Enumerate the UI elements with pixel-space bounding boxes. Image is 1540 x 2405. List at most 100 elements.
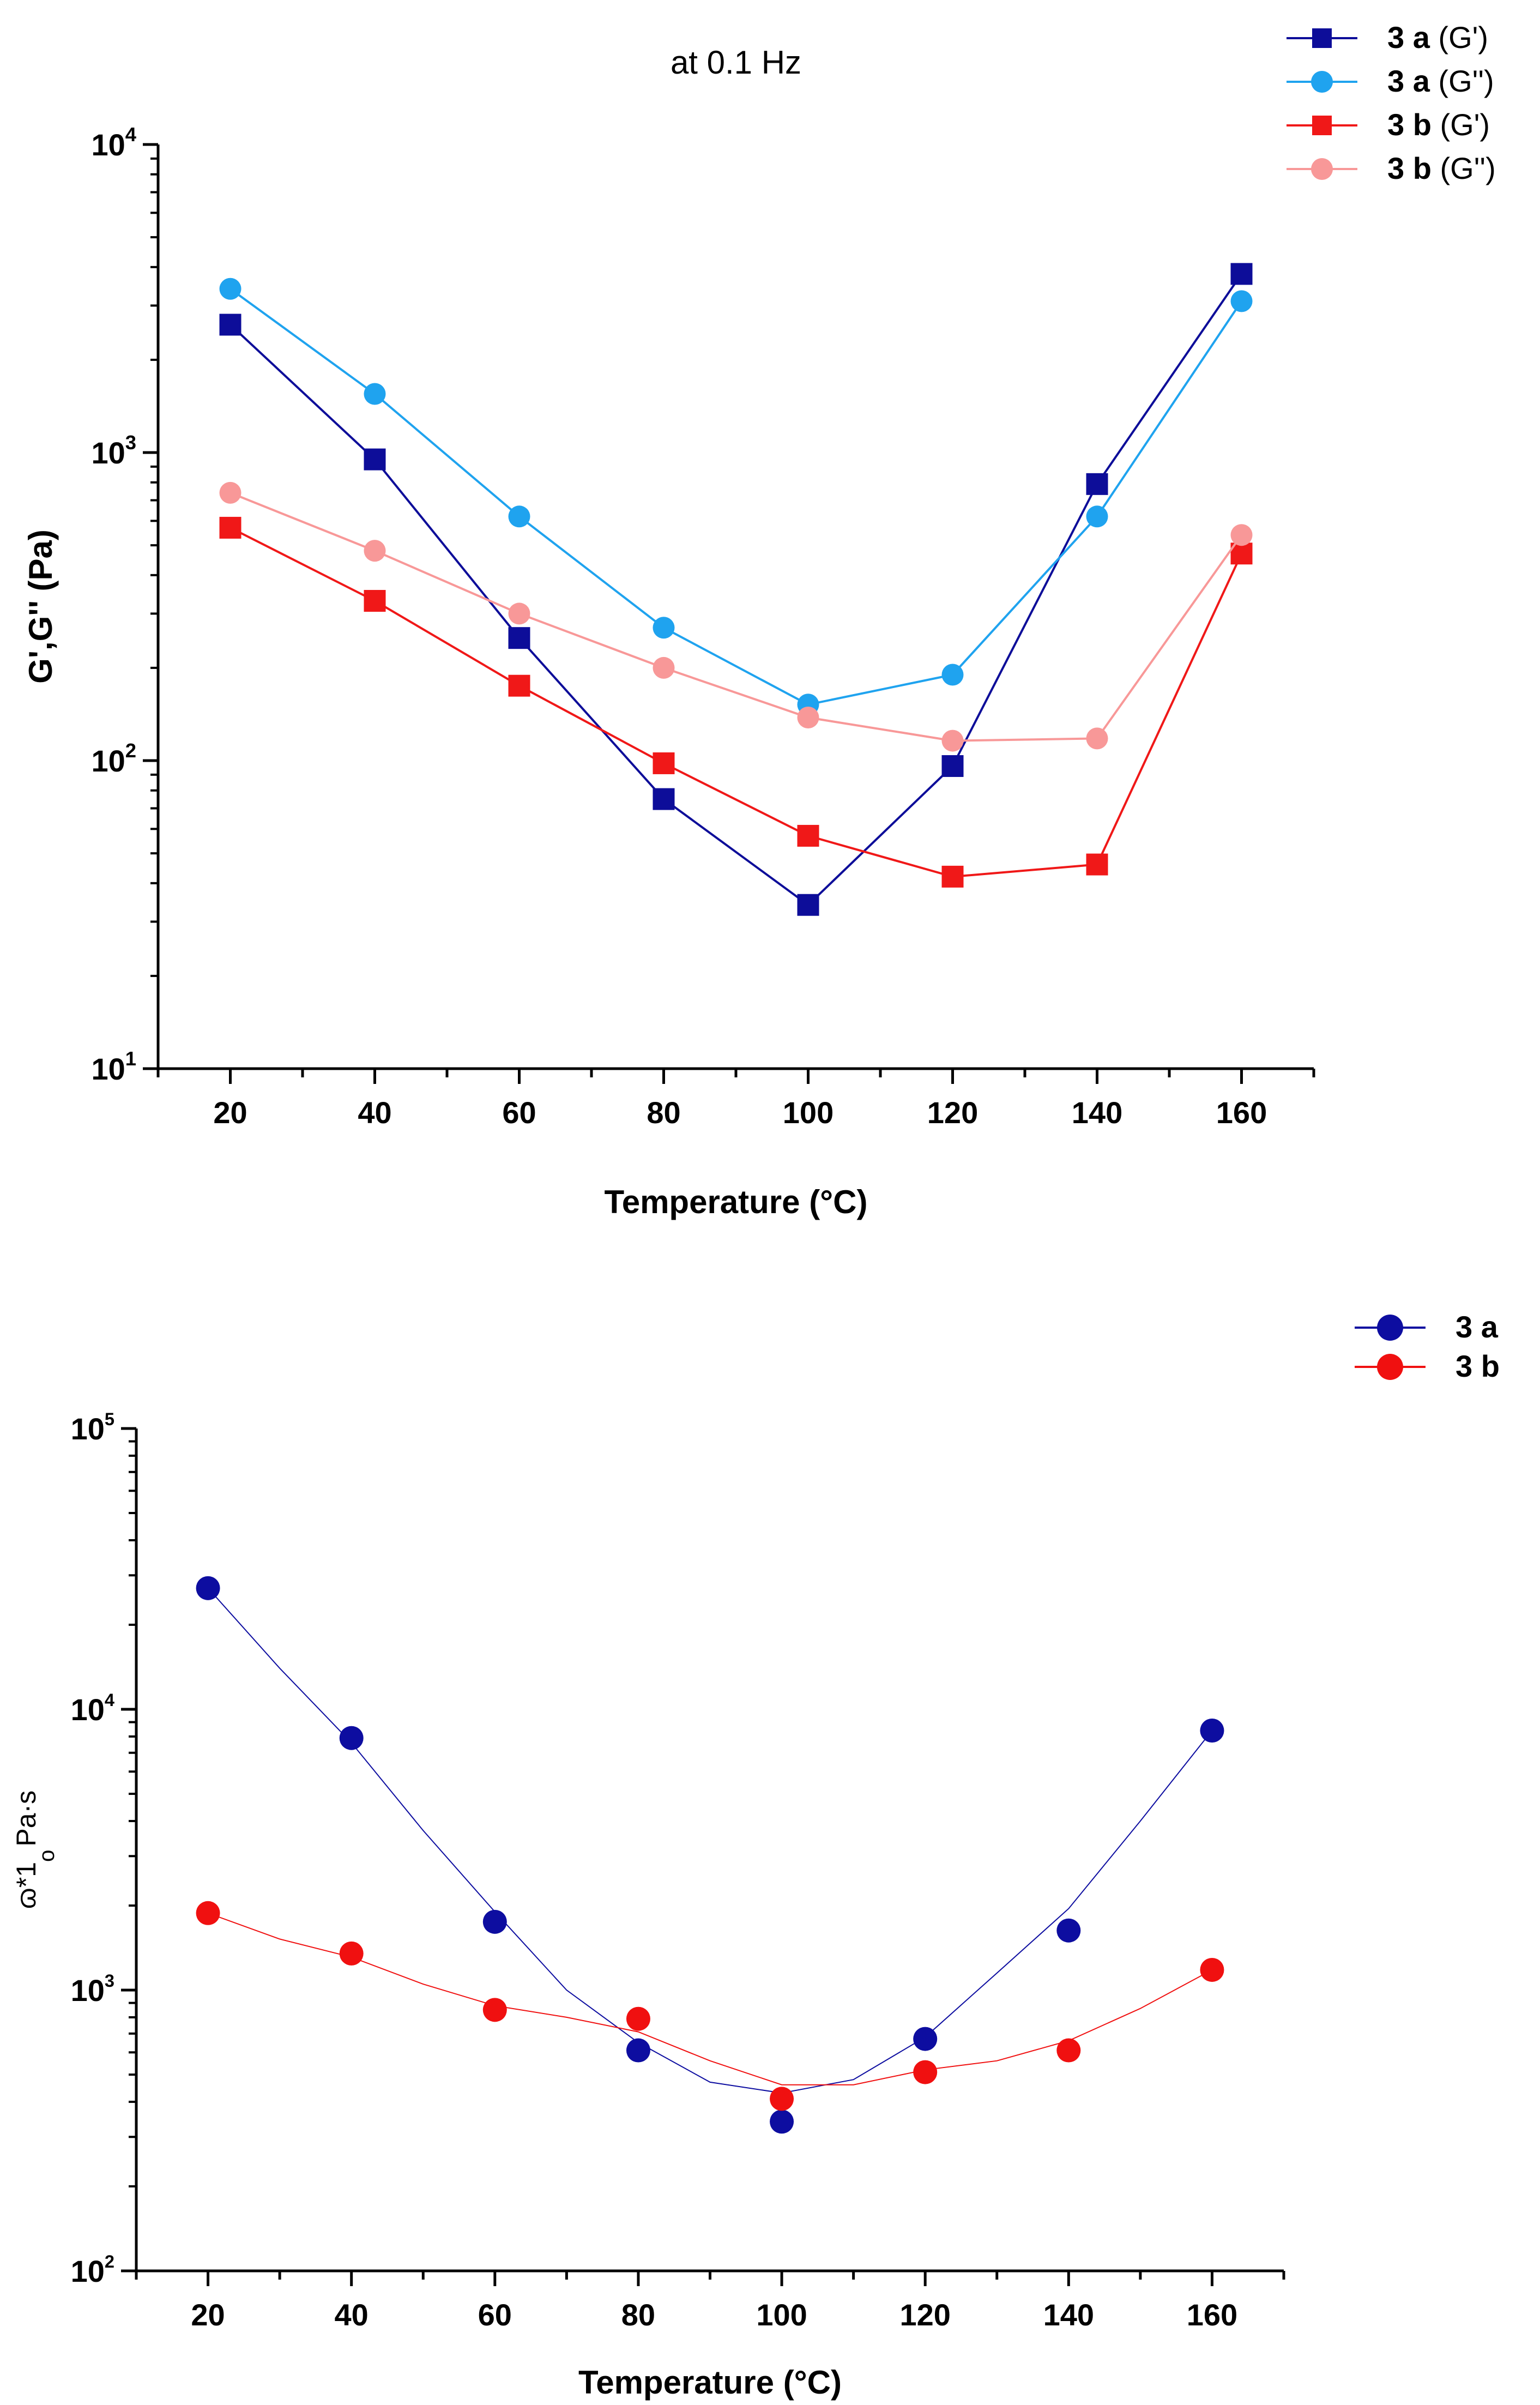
data-point-circle [653,656,675,679]
legend-marker-square [1312,116,1332,135]
legend: 3 a3 b [1355,1310,1500,1383]
data-point-square [797,894,819,916]
data-point-square [941,755,964,777]
legend-marker-circle [1377,1354,1403,1380]
x-axis-label: Temperature (°C) [578,2364,842,2401]
series-line [208,1912,1212,2085]
data-point-square [219,516,241,539]
y-tick-label: 102 [91,739,136,778]
data-point-circle [1056,2038,1081,2063]
data-point-square [797,824,819,847]
data-point-circle [339,1941,364,1966]
series-line [230,273,1243,907]
data-point-circle [653,617,675,639]
x-tick-label: 140 [1043,2298,1094,2332]
legend-marker-circle [1311,158,1333,180]
data-point-circle [364,540,386,562]
data-point-circle [1056,1918,1081,1943]
y-tick-label: 103 [71,1971,114,2008]
axes-spine [156,144,1314,1070]
data-point-square [653,752,675,774]
x-axis-label: Temperature (°C) [605,1184,868,1220]
data-point-circle [1086,727,1108,750]
data-point-circle [797,706,819,728]
legend-marker-square [1312,28,1332,48]
series-line [230,288,1243,706]
series-line [230,492,1243,742]
data-point-circle [1200,1957,1224,1982]
data-point-circle [219,278,241,300]
data-point-circle [508,602,530,625]
legend-label: 3 a [1456,1310,1499,1344]
legend: 3 a (G') 3 a (G'') 3 b (G') 3 b (G'') [1287,20,1496,185]
x-tick-label: 120 [899,2298,950,2332]
legend-marker-circle [1311,71,1333,93]
bottom-chart-complex-viscosity: 20 40 60 80 100 120 140 160 102 103 104 105 Temperat… [11,1310,1500,2401]
y-tick-label: 102 [71,2252,114,2288]
top-chart-g-prime-g-double-prime: 20 40 60 80 100 120 140 160 101 102 103 104 Temperat… [22,20,1496,1220]
data-point-circle [196,1576,220,1600]
data-point-circle [196,1901,220,1925]
series-3-a-g- [219,278,1253,716]
data-point-square [364,448,386,471]
x-tick-label: 80 [621,2298,655,2332]
data-point-circle [1230,524,1253,546]
x-tick-label: 20 [213,1095,247,1130]
data-point-square [653,788,675,810]
x-tick-label: 160 [1187,2298,1237,2332]
data-point-circle [1200,1718,1224,1743]
data-point-square [1230,263,1253,285]
series-3-a [196,1576,1224,2134]
legend-marker-circle [1377,1315,1403,1341]
x-tick-label: 40 [335,2298,369,2332]
series-line [230,527,1243,878]
data-point-circle [364,383,386,405]
data-point-square [1086,853,1108,876]
chart-title: at 0.1 Hz [671,44,801,81]
x-tick-label: 100 [783,1095,834,1130]
y-tick-label: 103 [91,431,136,470]
data-point-circle [941,664,964,686]
data-point-circle [913,2027,938,2051]
x-tick-label: 60 [478,2298,512,2332]
x-tick-label: 120 [927,1095,978,1130]
series-3-b-g- [219,516,1253,888]
data-point-circle [626,2038,650,2063]
x-tick-label: 20 [191,2298,225,2332]
legend-label: 3 b (G'') [1387,151,1496,185]
legend-label: 3 b (G') [1387,107,1490,142]
legend-label: 3 a (G') [1387,20,1488,55]
data-point-circle [626,2006,650,2031]
legend-label: 3 b [1456,1349,1500,1383]
data-point-circle [339,1726,364,1750]
series-line [207,1588,1213,2094]
data-point-circle [1230,290,1253,312]
data-point-square [508,627,530,649]
axes-spine [135,1428,1284,2273]
data-point-circle [482,1998,507,2022]
y-tick-label: 104 [71,1690,114,1727]
x-tick-label: 80 [647,1095,680,1130]
data-point-square [219,314,241,336]
data-point-circle [508,505,530,528]
data-point-square [364,590,386,612]
y-axis-label: G',G'' (Pa) [22,529,59,684]
legend-label: 3 a (G'') [1387,64,1494,98]
data-point-circle [941,730,964,752]
x-tick-label: 160 [1216,1095,1267,1130]
x-tick-label: 60 [502,1095,536,1130]
data-point-square [508,674,530,697]
y-axis-label: ɷ*1oPa·s [11,1791,59,1909]
series-3-b-g- [219,481,1253,752]
x-tick-label: 140 [1072,1095,1122,1130]
data-point-square [1086,473,1108,495]
x-tick-label: 100 [756,2298,807,2332]
data-point-circle [770,2109,794,2134]
x-tick-label: 40 [358,1095,391,1130]
data-point-circle [770,2087,794,2111]
data-point-circle [1086,505,1108,528]
y-tick-label: 101 [91,1047,136,1086]
series-3-a-g- [219,263,1253,916]
data-point-circle [219,481,241,504]
